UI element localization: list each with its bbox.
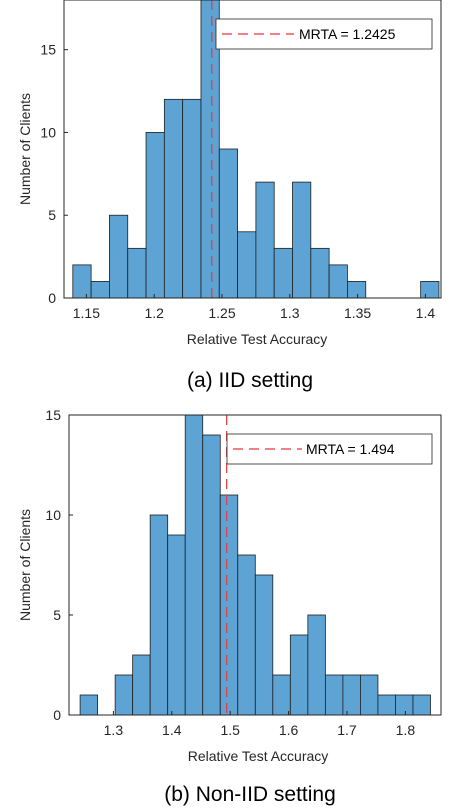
histogram-bar <box>90 281 110 299</box>
y-tick-label: 10 <box>45 507 61 523</box>
histogram-bar <box>324 674 344 716</box>
x-axis-label: Relative Test Accuracy <box>188 748 329 764</box>
histogram-bar <box>145 132 165 299</box>
legend-box <box>215 18 433 50</box>
histogram-bar <box>420 281 440 299</box>
x-tick-label: 1.4 <box>162 722 182 738</box>
x-ticks: 1.15 1.2 1.25 1.3 1.35 1.4 <box>73 294 436 321</box>
x-tick-label: 1.8 <box>396 722 416 738</box>
histogram-bar <box>149 514 169 716</box>
panel-non-iid: 1.3 1.4 1.5 1.6 1.7 1.8 0 5 10 15 MRTA = 1.494 R… <box>17 407 442 806</box>
x-tick-label: 1.3 <box>104 722 124 738</box>
histogram-bar <box>328 264 348 299</box>
histogram-bar <box>132 654 151 716</box>
histogram-bar <box>237 231 257 299</box>
histogram-bar <box>272 674 291 716</box>
histogram-bar <box>310 247 330 299</box>
x-tick-label: 1.5 <box>220 722 240 738</box>
histogram-bar <box>184 414 204 716</box>
caption: (b) Non-IID setting <box>164 783 336 806</box>
caption: (a) IID setting <box>187 369 313 392</box>
x-axis-label: Relative Test Accuracy <box>187 331 328 347</box>
histogram-bar <box>395 694 414 716</box>
y-ticks: 0 5 10 15 <box>40 42 68 306</box>
legend-label: MRTA = 1.2425 <box>299 26 396 42</box>
y-ticks: 0 5 10 15 <box>45 407 73 723</box>
histogram-bar <box>254 574 274 716</box>
histogram-bar <box>289 634 309 716</box>
x-tick-label: 1.15 <box>73 305 100 321</box>
y-tick-label: 0 <box>48 290 56 306</box>
histogram-bar <box>377 694 396 716</box>
histogram-bar <box>360 674 379 716</box>
histogram-bar <box>273 247 293 299</box>
y-axis-label: Number of Clients <box>17 93 33 205</box>
y-tick-label: 10 <box>40 124 56 140</box>
histogram-bar <box>72 264 92 299</box>
legend: MRTA = 1.494 <box>226 433 433 465</box>
histogram-bar <box>412 694 431 716</box>
histogram-bar <box>127 247 147 299</box>
histogram-bar <box>342 674 361 716</box>
histogram-bar <box>237 554 256 716</box>
histogram-bar <box>163 98 184 299</box>
plot-frame <box>63 0 442 299</box>
legend-label: MRTA = 1.494 <box>306 441 395 457</box>
histogram-bar <box>307 614 326 716</box>
y-tick-label: 5 <box>48 207 56 223</box>
histogram-bar <box>114 674 134 716</box>
legend-box <box>226 433 433 465</box>
panel-iid: 1.15 1.2 1.25 1.3 1.35 1.4 0 5 10 15 MRTA = 1.24… <box>17 0 442 392</box>
x-tick-label: 1.6 <box>279 722 299 738</box>
x-tick-label: 1.35 <box>344 305 371 321</box>
x-tick-label: 1.7 <box>337 722 357 738</box>
histogram-bar <box>109 214 129 299</box>
x-ticks: 1.3 1.4 1.5 1.6 1.7 1.8 <box>104 711 416 738</box>
y-tick-label: 0 <box>53 707 61 723</box>
histogram-bar <box>182 98 202 299</box>
y-tick-label: 15 <box>45 407 61 423</box>
histogram-bar <box>167 534 186 716</box>
histogram-bar <box>79 694 99 716</box>
histogram-bar <box>218 148 238 299</box>
histogram-bar <box>202 434 221 716</box>
histogram-bar <box>292 181 312 299</box>
x-tick-label: 1.3 <box>280 305 300 321</box>
histogram-bar <box>219 494 239 716</box>
y-axis-label: Number of Clients <box>17 509 33 621</box>
legend: MRTA = 1.2425 <box>215 18 433 50</box>
y-tick-label: 5 <box>53 607 61 623</box>
y-tick-label: 15 <box>40 42 56 58</box>
histogram-bar <box>347 281 367 299</box>
bar-group <box>72 0 440 299</box>
x-tick-label: 1.25 <box>208 305 235 321</box>
plot-frame <box>68 414 442 716</box>
x-tick-label: 1.2 <box>144 305 164 321</box>
histogram-bar <box>255 181 275 299</box>
x-tick-label: 1.4 <box>416 305 436 321</box>
